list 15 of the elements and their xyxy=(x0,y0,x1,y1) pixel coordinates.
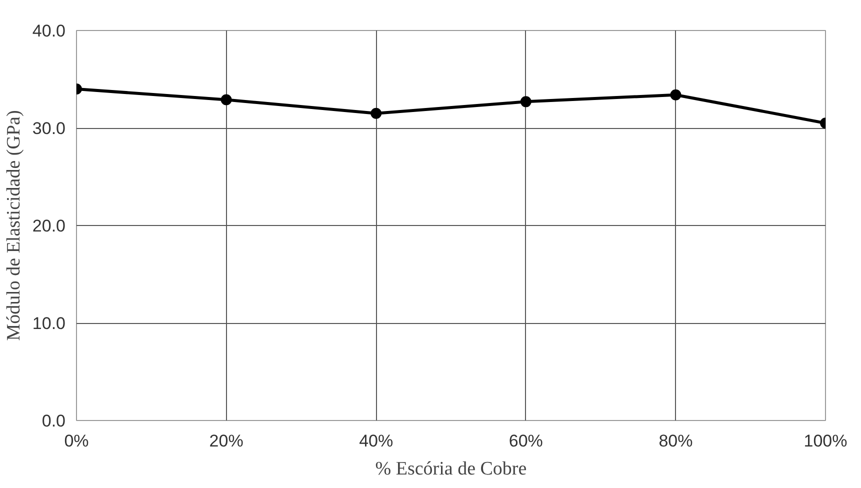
y-tick-label: 10.0 xyxy=(32,314,66,333)
point xyxy=(520,96,532,108)
x-tick-label: 80% xyxy=(658,432,693,450)
y-tick-label: 20.0 xyxy=(32,216,66,236)
x-tick-label: 60% xyxy=(508,432,543,450)
y-axis-title: Módulo de Elasticidade (GPa) xyxy=(3,110,24,341)
y-tick-label: 0.0 xyxy=(42,412,66,430)
x-tick-label: 20% xyxy=(209,432,244,450)
y-tick-label: 30.0 xyxy=(32,119,66,138)
y-tick-label: 40.0 xyxy=(32,22,66,40)
x-tick-label: 40% xyxy=(359,432,394,450)
x-tick-label: 0% xyxy=(64,432,89,450)
x-tick-label: 100% xyxy=(804,432,848,450)
x-axis-title: % Escória de Cobre xyxy=(375,458,527,480)
point xyxy=(370,108,382,119)
